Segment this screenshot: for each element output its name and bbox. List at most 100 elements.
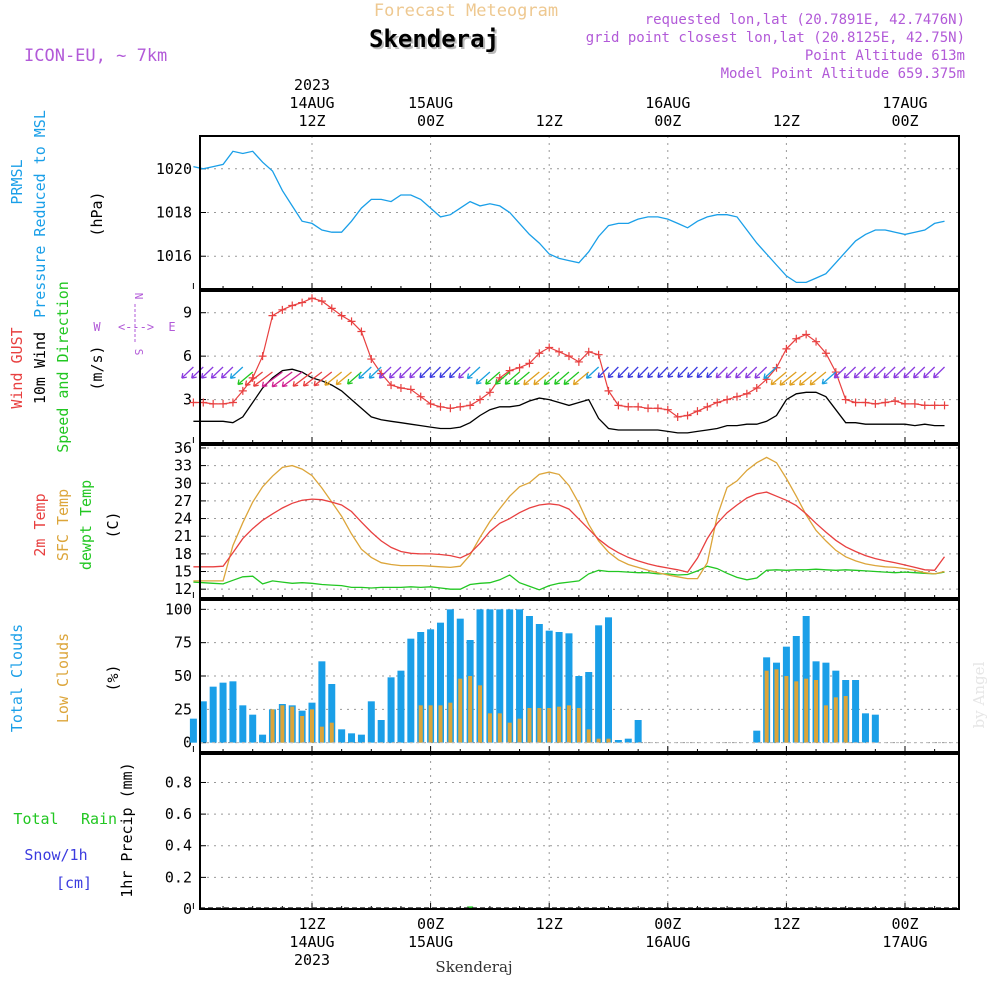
low-cloud-bar (557, 706, 562, 743)
wind-direction-arrow (485, 371, 501, 385)
wind-direction-arrow (657, 366, 669, 378)
bottom-time-label: 12Z (773, 915, 800, 933)
wind-gust-marker (209, 399, 218, 408)
wind-gust-marker (288, 301, 297, 310)
y-tick-label: 27 (174, 492, 192, 510)
wind-direction-arrow (181, 366, 194, 379)
y-tick-label: 12 (174, 580, 192, 598)
wind-dir-label: Speed and Direction (54, 281, 72, 453)
wind-gust-marker (268, 311, 277, 320)
wind-direction-arrow (913, 366, 926, 379)
top-time-label: 12Z (773, 112, 800, 130)
precip-panel: 0 0.2 0.4 0.6 0.8 (165, 753, 960, 918)
pressure-panel: 1016 1018 1020 (156, 135, 960, 290)
wind-direction-arrow (933, 366, 945, 379)
low-cloud-bar (804, 678, 809, 743)
wind-gust-marker (525, 359, 534, 368)
wind-gust-marker (317, 297, 326, 306)
low-cloud-bar (833, 697, 838, 743)
wind-direction-arrow (597, 366, 609, 379)
low-cloud-bar (586, 729, 591, 743)
y-tick-label: 100 (165, 600, 192, 618)
wind-gust-marker (821, 349, 830, 358)
dewpt-temp-line (193, 565, 945, 591)
total-cloud-bar (595, 625, 603, 743)
total-cloud-bar (516, 609, 524, 743)
total-cloud-bar (753, 730, 761, 743)
low-cloud-bar (280, 705, 285, 743)
low-cloud-bar (438, 705, 443, 743)
wind-gust-marker (347, 317, 356, 326)
total-cloud-bar (614, 740, 622, 743)
wind-gust-marker (614, 401, 623, 410)
y-tick-label: 9 (183, 304, 192, 322)
total-cloud-bar (377, 720, 385, 743)
y-tick-label: 1020 (156, 160, 192, 178)
wind-gust-marker (634, 402, 643, 411)
y-tick-label: 75 (174, 634, 192, 652)
wind-direction-arrow (706, 366, 718, 379)
precip-total-label: Total (13, 810, 58, 828)
total-cloud-bar (387, 677, 395, 743)
wind-direction-arrow (627, 366, 639, 379)
gridpoint-coords: grid point closest lon,lat (20.8125E, 42… (586, 30, 965, 46)
model-label: ICON-EU, ~ 7km (24, 46, 167, 66)
bottom-time-label: 14AUG (289, 933, 334, 951)
total-clouds-label: Total Clouds (8, 624, 26, 732)
location-title: Skenderaj (369, 25, 499, 53)
wind-direction-arrow (419, 366, 432, 379)
compass-legend: W <---> E N S (93, 293, 175, 356)
low-cloud-bar (507, 722, 512, 743)
wind-direction-arrow (237, 371, 254, 386)
wind-gust-marker (653, 404, 662, 413)
total-cloud-bar (852, 680, 860, 743)
low-cloud-bar (843, 696, 848, 743)
wind-direction-arrow (873, 366, 886, 379)
top-time-label: 00Z (654, 112, 681, 130)
total-cloud-bar (219, 682, 227, 743)
total-cloud-bar (605, 617, 612, 743)
wind-gust-marker (624, 402, 633, 411)
wind-direction-arrow (513, 371, 530, 386)
compass-west: W (93, 320, 101, 334)
total-cloud-bar (446, 609, 454, 743)
y-tick-label: 36 (174, 439, 192, 457)
total-cloud-bar (239, 705, 247, 743)
wind-direction-arrow (686, 366, 698, 378)
wind-direction-arrow (585, 366, 600, 379)
wind-gust-marker (426, 399, 435, 408)
wind-gust-marker (881, 398, 890, 407)
temp-unit: (C) (104, 511, 122, 538)
pressure-side-labels: PRMSL Pressure Reduced to MSL (hPa) (8, 110, 106, 318)
total-cloud-bar (585, 672, 593, 743)
wind-gust-marker (238, 386, 247, 395)
total-cloud-bar (199, 701, 207, 743)
panel-frame (199, 753, 960, 910)
wind-side-labels: Wind GUST 10m Wind Speed and Direction (… (8, 281, 176, 453)
bottom-time-label: 15AUG (408, 933, 453, 951)
wind-direction-arrow (495, 371, 511, 385)
wind-gust-marker (901, 399, 909, 408)
total-cloud-bar (209, 686, 217, 743)
wind-gust-marker (920, 401, 929, 410)
top-time-label: 00Z (417, 112, 444, 130)
top-time-label: 00Z (891, 112, 918, 130)
wind-direction-arrow (607, 366, 619, 379)
wind-gust-marker (189, 398, 198, 407)
wind-gust-marker (871, 399, 880, 408)
wind-direction-arrow (715, 366, 728, 379)
low-cloud-bar (290, 706, 295, 743)
wind-direction-arrow (677, 366, 689, 378)
wind-gust-marker (357, 327, 366, 336)
wind-direction-arrow (220, 366, 234, 379)
low-cloud-bar (547, 708, 552, 743)
top-time-label: 12Z (298, 112, 325, 130)
total-cloud-bar (328, 684, 336, 743)
y-tick-label: 0.8 (165, 773, 192, 791)
bottom-time-label: 12Z (298, 915, 325, 933)
wind-direction-arrow (200, 366, 214, 379)
total-cloud-bar (348, 733, 356, 743)
wind-direction-arrow (853, 366, 866, 379)
total-cloud-bar (249, 714, 257, 743)
wind-direction-arrow (324, 371, 343, 386)
